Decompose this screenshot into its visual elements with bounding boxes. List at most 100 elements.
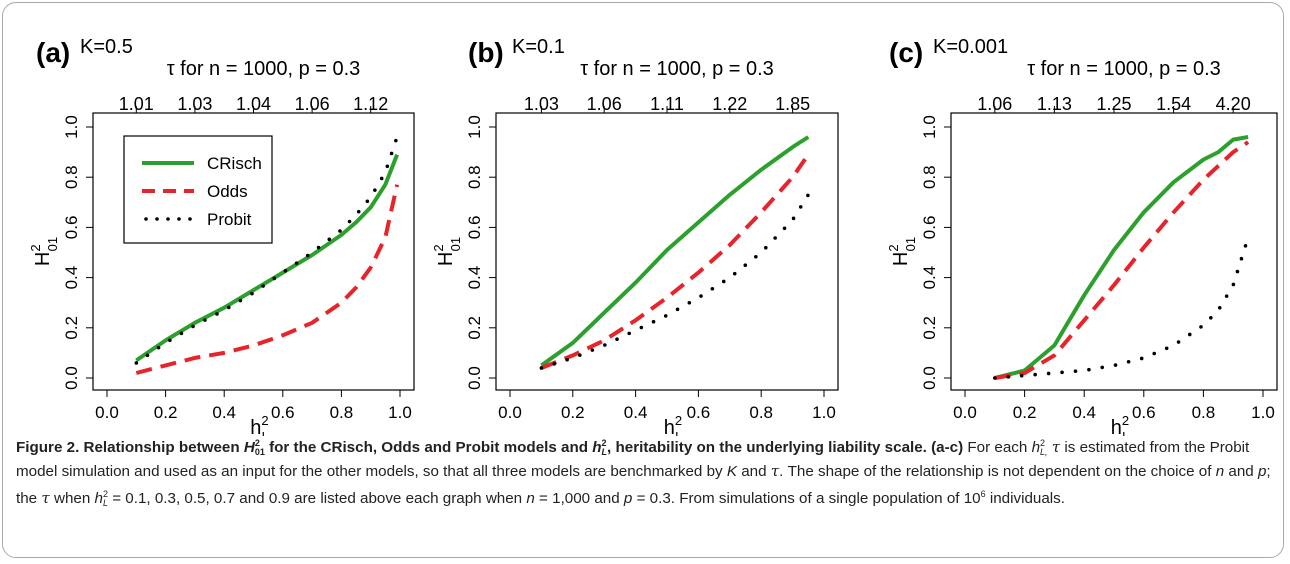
top-tick-label: 4.20 (1216, 94, 1251, 114)
series-point-probit (305, 253, 310, 258)
series-line-odds (135, 184, 400, 375)
y-tick-label: 0.8 (62, 165, 81, 189)
series-point-probit (773, 236, 777, 240)
series-point-probit (699, 294, 703, 298)
series-point-probit (1176, 340, 1181, 344)
x-axis-label-base: h (664, 417, 675, 436)
panel-label: (a) (36, 37, 70, 68)
x-axis-label-sub: L (262, 429, 269, 436)
series-point-probit (1164, 346, 1169, 351)
y-axis-label-base: H (32, 252, 54, 266)
y-axis-label: H2 01 (886, 237, 918, 266)
x-tick-label: 0.4 (1072, 403, 1096, 422)
legend: CRisch Odds Probit (123, 135, 273, 244)
caption-sym-K: K (726, 462, 737, 480)
series-point-probit (145, 353, 150, 358)
series-point-probit (179, 331, 184, 336)
series-point-probit (203, 318, 207, 322)
top-tick-label: 1.11 (650, 94, 684, 114)
caption-title-end: , heritability on the underlying liabili… (607, 439, 964, 456)
series-point-probit (539, 366, 544, 370)
figure-frame (2, 2, 1284, 558)
y-tick-label: 0.4 (920, 266, 939, 290)
x-tick-label: 0.2 (1013, 403, 1037, 422)
caption-sym-n: n (1215, 462, 1225, 480)
y-tick-label: 1.0 (62, 115, 81, 139)
top-axis-title: τ for n = 1000, p = 0.3 (1027, 58, 1221, 80)
top-axis-title: τ for n = 1000, p = 0.3 (167, 58, 361, 80)
x-tick-label: 0.0 (95, 403, 119, 422)
legend-label-crisch: CRisch (207, 154, 262, 173)
series-line-crisch (540, 135, 810, 368)
legend-swatch-dot (177, 217, 181, 221)
series-point-probit (283, 268, 288, 273)
series-line-odds (994, 140, 1250, 380)
caption-text: and (736, 462, 771, 480)
caption-sym-H: H (243, 439, 255, 456)
legend-swatch-dot (144, 217, 148, 221)
top-tick-label: 1.13 (1037, 94, 1072, 114)
top-tick-label: 1.03 (524, 94, 559, 114)
series-point-probit (156, 345, 161, 350)
series-point-probit (1209, 315, 1213, 320)
y-tick-label: 0.2 (62, 316, 81, 340)
top-tick-label: 1.01 (119, 94, 154, 114)
series-point-probit (754, 254, 758, 259)
x-tick-label: 0.4 (212, 403, 236, 422)
caption-sym-n: n (526, 490, 535, 508)
series-point-probit (272, 276, 277, 281)
y-axis-label-base: H (435, 252, 457, 266)
series-line-probit (993, 244, 1248, 380)
series-point-probit (743, 263, 748, 268)
series-point-probit (356, 209, 361, 214)
x-axis-label-sup: 2 (675, 413, 682, 428)
x-tick-label: 1.0 (812, 403, 836, 422)
caption-sub: 01 (254, 447, 265, 457)
x-tick-label: 0.0 (953, 403, 977, 422)
x-axis-label-base: h (250, 417, 261, 436)
series-point-probit (385, 164, 390, 169)
x-tick-label: 0.8 (749, 403, 773, 422)
caption-sym-p: p (1257, 462, 1267, 480)
x-axis-label-sup: 2 (1122, 413, 1129, 428)
chart-panel-1: (a) K=0.5 τ for n = 1000, p = 0.3 1.01 1.03 1… (28, 36, 415, 436)
caption-sup: 2 (102, 489, 108, 500)
y-tick-label: 0.2 (920, 316, 939, 340)
series-point-probit (675, 307, 680, 312)
legend-swatch-dot (188, 217, 192, 221)
x-axis-label-sub: L (1122, 429, 1129, 436)
series-point-probit (394, 138, 398, 143)
series-point-probit (1199, 325, 1203, 329)
series-point-probit (639, 325, 644, 330)
panel-label: (b) (468, 37, 504, 68)
series-point-probit (238, 298, 243, 303)
x-axis-label: h2L (664, 413, 683, 436)
caption-sym-tau: τ (1051, 438, 1061, 456)
series-point-probit (1060, 370, 1064, 375)
y-tick-label: 1.0 (920, 115, 939, 139)
series-point-probit (191, 324, 195, 329)
y-tick-label: 0.0 (62, 366, 81, 390)
caption-text: individuals. (985, 490, 1065, 508)
caption-text: ; the (16, 462, 1271, 508)
legend-swatch-dot (166, 217, 170, 221)
caption-sub: L (601, 447, 608, 457)
series-point-probit (389, 151, 394, 156)
top-tick-label: 1.04 (236, 94, 271, 114)
y-axis-label: H2 01 (431, 237, 463, 266)
series-point-probit (798, 205, 803, 209)
y-tick-label: 0.2 (465, 316, 484, 340)
series-point-probit (294, 261, 299, 265)
series-point-probit (710, 286, 715, 291)
series-point-probit (1217, 305, 1222, 310)
y-axis-label-sup: 2 (28, 244, 43, 251)
y-tick-label: 0.6 (920, 216, 939, 240)
panel-label: (c) (889, 37, 923, 68)
series-point-probit (732, 271, 737, 276)
series-point-probit (806, 193, 810, 198)
series-point-probit (1239, 256, 1244, 261)
x-tick-label: 0.6 (1132, 403, 1156, 422)
caption-sup: 2 (1040, 438, 1046, 448)
top-tick-label: 1.12 (353, 94, 388, 114)
y-axis-label-sub: 01 (448, 237, 463, 251)
